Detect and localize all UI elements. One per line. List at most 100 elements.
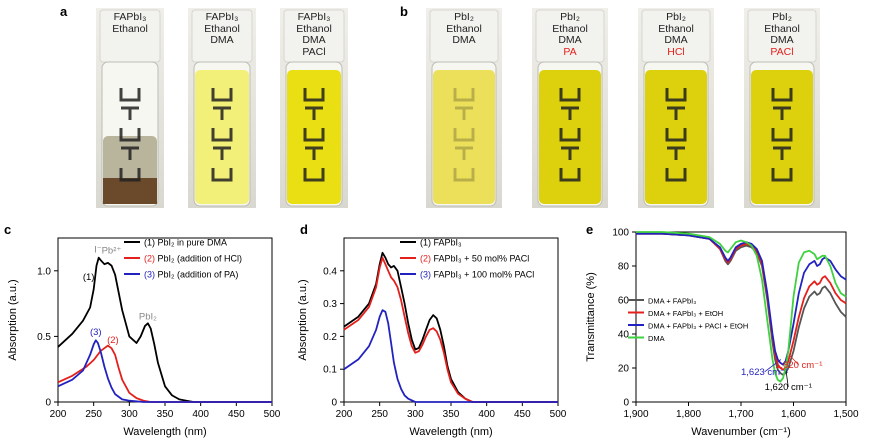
vial-label: PbI₂ Ethanol DMA PA [532, 11, 608, 58]
y-tick-label: 0.1 [323, 365, 337, 376]
x-tick-label: 500 [264, 409, 281, 420]
series-line [636, 232, 847, 366]
series-line [636, 232, 847, 371]
vial-label-line: FAPbI₃ [113, 11, 147, 23]
y-tick-label: 0 [623, 398, 629, 409]
vial-label-line: Ethanol [446, 22, 482, 35]
vial-logo-icon [119, 88, 141, 182]
y-tick-label: 40 [618, 330, 630, 341]
y-tick-label: 80 [618, 262, 630, 273]
legend-entry: DMA + FAPbI₃ [648, 297, 696, 306]
x-tick-label: 1,500 [833, 409, 858, 420]
vial-liquid [645, 70, 707, 204]
y-axis-label: Absorption (a.u.) [297, 279, 309, 360]
annotation-label: PbI₂ [139, 311, 157, 322]
vial-label-line: FAPbI₃ [297, 11, 331, 23]
x-tick-label: 200 [50, 409, 67, 420]
x-tick-label: 250 [371, 409, 388, 420]
x-tick-label: 300 [407, 409, 424, 420]
vial-label-line: Ethanol [658, 22, 694, 35]
vial-label-line: PbI₂ [560, 11, 580, 23]
vial-photo-b-3: PbI₂ Ethanol DMA HCl [638, 8, 714, 208]
vial-photo-a-3: FAPbI₃ Ethanol DMA PACl [280, 8, 348, 208]
legend-entry: (3) FAPbI₃ + 100 mol% PACl [420, 270, 534, 280]
legend-text: PbI₂ (addition of PA) [158, 270, 239, 280]
annotation-label: 1,620 cm⁻¹ [765, 382, 812, 393]
vial-logo-icon [559, 88, 581, 182]
legend-number: (2) [420, 254, 434, 264]
absorption-chart-c: 200 250 300 350 400 450 500 0 0.5 1.0 Wavelength (… [7, 237, 281, 438]
legend-text: FAPbI₃ [434, 238, 463, 248]
series-line [57, 339, 272, 403]
x-tick-label: 450 [514, 409, 531, 420]
legend-entry: (2) PbI₂ (addition of HCl) [144, 254, 242, 264]
absorption-chart-d: 200 250 300 350 400 450 500 0 0.1 0.2 0.3 0.4 Wavele… [297, 237, 567, 438]
vial-label-line: PACl [302, 45, 326, 58]
x-tick-label: 300 [121, 409, 138, 420]
x-tick-label: 500 [550, 409, 567, 420]
legend-text: PbI₂ (addition of HCl) [158, 254, 243, 264]
vial-logo-icon [211, 88, 233, 182]
vial-photo-a-1: FAPbI₃ Ethanol [96, 8, 164, 208]
x-tick-label: 1,800 [676, 409, 701, 420]
y-tick-label: 20 [618, 364, 630, 375]
y-tick-label: 0 [331, 398, 337, 409]
annotation-label: 1,620 cm⁻¹ [775, 360, 822, 371]
vial-label-additive: HCl [667, 45, 685, 58]
vial-label: FAPbI₃ Ethanol DMA PACl [280, 11, 348, 58]
panel-letter-c: c [4, 222, 12, 237]
x-tick-label: 250 [85, 409, 102, 420]
y-axis-label: Transmittance (%) [585, 272, 597, 361]
legend-entry: DMA + FAPbI₃ + EtOH [648, 309, 723, 318]
annotation-arrow [764, 359, 782, 373]
vial-label-line: DMA [302, 34, 326, 46]
ftir-chart-e: 1,900 1,800 1,700 1,600 1,500 0 20 40 60 80 100 Wav… [585, 228, 859, 439]
x-tick-label: 200 [336, 409, 353, 420]
legend-number: (1) [420, 238, 434, 248]
vial-label: PbI₂ Ethanol DMA PACl [744, 11, 820, 58]
x-axis-label: Wavenumber (cm⁻¹) [691, 426, 791, 438]
legend-text: FAPbI₃ + 100 mol% PACl [434, 270, 535, 280]
x-tick-label: 350 [443, 409, 460, 420]
vial-photo-b-1: PbI₂ Ethanol DMA [426, 8, 502, 208]
series-line [343, 309, 558, 403]
x-tick-label: 450 [228, 409, 245, 420]
y-tick-label: 0.2 [323, 332, 337, 343]
series-line [57, 256, 272, 403]
vial-label: FAPbI₃ Ethanol [96, 11, 164, 35]
y-tick-label: 1.0 [37, 266, 51, 277]
vial-label-additive: PA [563, 45, 577, 58]
vial-photo-b-2: PbI₂ Ethanol DMA PA [532, 8, 608, 208]
y-tick-label: 0.3 [323, 299, 337, 310]
vial-label: PbI₂ Ethanol DMA HCl [638, 11, 714, 58]
vial-photo-a-2: FAPbI₃ Ethanol DMA [188, 8, 256, 208]
legend-number: (3) [420, 270, 434, 280]
series-line [636, 231, 847, 383]
legend-entry: (1) FAPbI₃ [420, 238, 462, 248]
vial-label-line: PbI₂ [772, 11, 792, 23]
panel-letter-d: d [300, 222, 308, 237]
y-tick-label: 0 [45, 398, 51, 409]
legend-number: (1) [144, 238, 158, 248]
vial-label-line: Ethanol [296, 22, 332, 35]
vial-label-line: DMA [210, 34, 234, 46]
legend-number: (3) [144, 270, 158, 280]
vial-photo-b-4: PbI₂ Ethanol DMA PACl [744, 8, 820, 208]
vial-label-line: DMA [558, 34, 582, 46]
panel-letter-e: e [586, 222, 594, 237]
vial-liquid [433, 70, 495, 204]
annotation-label: (2) [107, 335, 119, 346]
vial-logo-icon [771, 88, 793, 182]
legend-entry: (3) PbI₂ (addition of PA) [144, 270, 238, 280]
series-line [636, 232, 847, 376]
annotation-label: Pb²⁺ [102, 246, 122, 257]
vial-label-line: Ethanol [764, 22, 800, 35]
vial-label-line: Ethanol [204, 22, 240, 35]
x-axis-label: Wavelength (nm) [123, 426, 206, 438]
x-tick-label: 400 [478, 409, 495, 420]
y-tick-label: 0.4 [323, 266, 337, 277]
vial-liquid [751, 70, 813, 204]
legend-entry: (1) PbI₂ in pure DMA [144, 238, 227, 248]
vial-label-line: Ethanol [112, 22, 148, 35]
vial-label-additive: PACl [770, 45, 794, 58]
